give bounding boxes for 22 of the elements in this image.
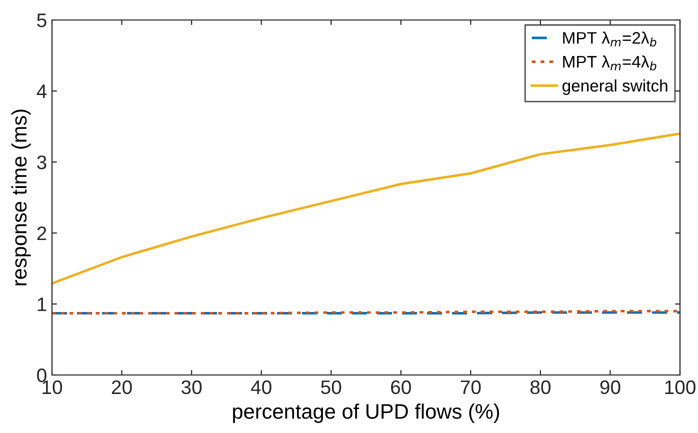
- x-tick-label: 20: [112, 380, 132, 394]
- legend-label: MPT λ$_{m}$=4λ$_{b}$: [563, 55, 656, 70]
- x-tick-label: 70: [460, 380, 481, 394]
- y-tick-label: 3: [37, 155, 46, 170]
- y-tick-label: 4: [36, 84, 47, 98]
- x-tick-label: 10: [42, 380, 62, 394]
- legend-label: MPT λ$_{m}$=2λ$_{b}$: [563, 32, 656, 47]
- y-tick-label: 2: [37, 226, 46, 240]
- y-axis-title: response time (ms): [11, 110, 31, 286]
- x-axis-title: percentage of UPD flows (%): [233, 404, 500, 423]
- x-tick-label: 80: [530, 380, 550, 394]
- x-tick-label: 60: [391, 380, 411, 394]
- x-tick-label: 30: [181, 380, 202, 394]
- x-tick-label: 40: [250, 380, 272, 394]
- x-tick-label: 50: [321, 380, 342, 394]
- y-tick-label: 0: [37, 368, 46, 382]
- y-tick-label: 5: [37, 14, 46, 28]
- y-tick-label: 1: [38, 298, 46, 312]
- x-tick-label: 100: [665, 380, 696, 394]
- legend-label: general switch: [562, 79, 668, 95]
- x-tick-label: 90: [600, 380, 620, 394]
- line-series: [52, 132, 680, 285]
